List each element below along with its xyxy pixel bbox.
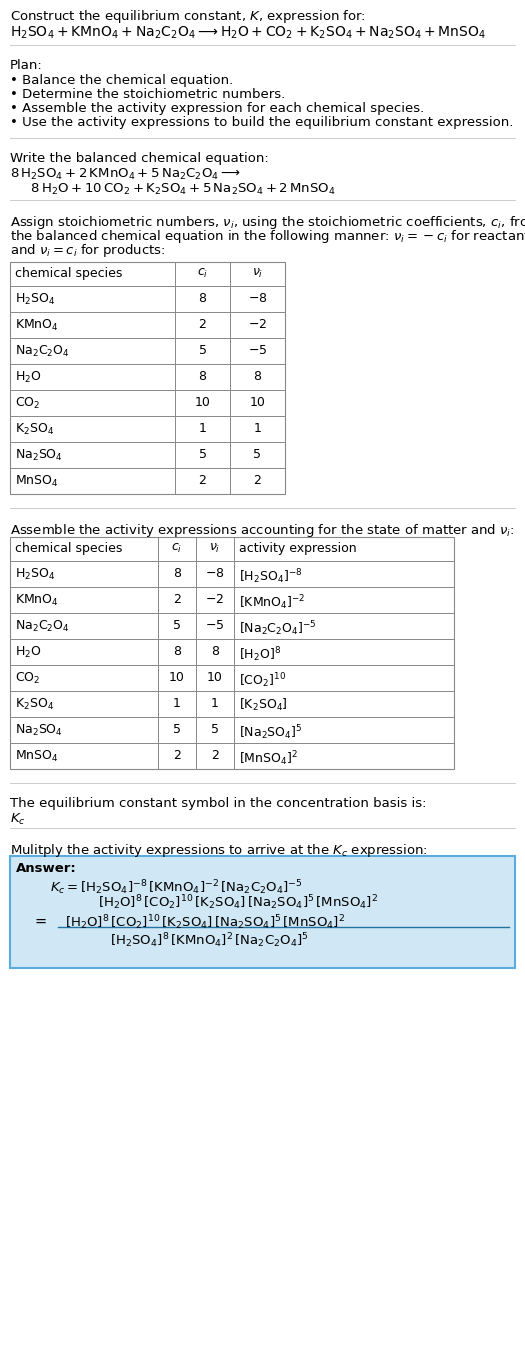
- Text: 2: 2: [198, 475, 206, 487]
- Text: $\mathrm{Na_2SO_4}$: $\mathrm{Na_2SO_4}$: [15, 723, 63, 738]
- Text: $\mathrm{Na_2C_2O_4}$: $\mathrm{Na_2C_2O_4}$: [15, 618, 70, 635]
- Text: $\mathrm{Na_2SO_4}$: $\mathrm{Na_2SO_4}$: [15, 447, 63, 464]
- Text: $\mathrm{CO_2}$: $\mathrm{CO_2}$: [15, 671, 40, 686]
- Text: 8: 8: [198, 370, 206, 382]
- Text: Assemble the activity expressions accounting for the state of matter and $\nu_i$: Assemble the activity expressions accoun…: [10, 522, 514, 538]
- Text: activity expression: activity expression: [239, 542, 356, 555]
- Text: $\mathrm{H_2O}$: $\mathrm{H_2O}$: [15, 370, 41, 385]
- Text: $[\mathrm{H_2SO_4}]^{-8}$: $[\mathrm{H_2SO_4}]^{-8}$: [239, 567, 302, 586]
- Text: $\mathrm{K_2SO_4}$: $\mathrm{K_2SO_4}$: [15, 422, 54, 437]
- Text: 10: 10: [249, 396, 266, 410]
- Text: $-5$: $-5$: [205, 618, 225, 632]
- Text: 10: 10: [195, 396, 211, 410]
- Text: 5: 5: [173, 618, 181, 632]
- Text: and $\nu_i = c_i$ for products:: and $\nu_i = c_i$ for products:: [10, 241, 165, 259]
- Text: $[\mathrm{KMnO_4}]^{-2}$: $[\mathrm{KMnO_4}]^{-2}$: [239, 593, 306, 612]
- Text: 10: 10: [169, 671, 185, 683]
- Text: chemical species: chemical species: [15, 542, 122, 555]
- Text: Answer:: Answer:: [16, 862, 77, 875]
- Text: Mulitply the activity expressions to arrive at the $K_c$ expression:: Mulitply the activity expressions to arr…: [10, 842, 428, 858]
- Text: $[\mathrm{MnSO_4}]^{2}$: $[\mathrm{MnSO_4}]^{2}$: [239, 749, 298, 767]
- Text: 8: 8: [254, 370, 261, 382]
- Text: $-8$: $-8$: [205, 567, 225, 580]
- Text: $-2$: $-2$: [205, 593, 225, 606]
- Text: 8: 8: [173, 645, 181, 658]
- Text: • Assemble the activity expression for each chemical species.: • Assemble the activity expression for e…: [10, 102, 424, 115]
- Text: The equilibrium constant symbol in the concentration basis is:: The equilibrium constant symbol in the c…: [10, 797, 426, 810]
- Text: 8: 8: [211, 645, 219, 658]
- Text: Construct the equilibrium constant, $K$, expression for:: Construct the equilibrium constant, $K$,…: [10, 8, 366, 24]
- Text: $-8$: $-8$: [248, 292, 267, 305]
- Text: • Determine the stoichiometric numbers.: • Determine the stoichiometric numbers.: [10, 88, 285, 100]
- Text: 8: 8: [198, 292, 206, 305]
- Text: $-2$: $-2$: [248, 319, 267, 331]
- Text: • Balance the chemical equation.: • Balance the chemical equation.: [10, 75, 233, 87]
- Text: $\nu_i$: $\nu_i$: [209, 542, 220, 555]
- Text: 2: 2: [198, 319, 206, 331]
- Text: chemical species: chemical species: [15, 267, 122, 279]
- Text: $-5$: $-5$: [248, 344, 267, 357]
- Text: $c_i$: $c_i$: [171, 542, 183, 555]
- Text: $[\mathrm{K_2SO_4}]$: $[\mathrm{K_2SO_4}]$: [239, 697, 288, 713]
- Bar: [10, 537, 454, 769]
- Text: Assign stoichiometric numbers, $\nu_i$, using the stoichiometric coefficients, $: Assign stoichiometric numbers, $\nu_i$, …: [10, 214, 525, 231]
- Text: 2: 2: [211, 749, 219, 762]
- Text: 8: 8: [173, 567, 181, 580]
- Text: 5: 5: [198, 344, 206, 357]
- Text: $\mathrm{MnSO_4}$: $\mathrm{MnSO_4}$: [15, 749, 59, 763]
- Text: • Use the activity expressions to build the equilibrium constant expression.: • Use the activity expressions to build …: [10, 117, 513, 129]
- Text: $\mathrm{H_2SO_4}$: $\mathrm{H_2SO_4}$: [15, 292, 55, 306]
- Text: 5: 5: [254, 447, 261, 461]
- Text: Plan:: Plan:: [10, 60, 43, 72]
- Text: $[\mathrm{H_2SO_4}]^{8}\,[\mathrm{KMnO_4}]^{2}\,[\mathrm{Na_2C_2O_4}]^{5}$: $[\mathrm{H_2SO_4}]^{8}\,[\mathrm{KMnO_4…: [110, 932, 309, 949]
- Text: 5: 5: [198, 447, 206, 461]
- Text: 5: 5: [211, 723, 219, 736]
- Text: $c_i$: $c_i$: [197, 267, 208, 281]
- Text: 2: 2: [173, 593, 181, 606]
- Text: $\mathrm{H_2SO_4}$: $\mathrm{H_2SO_4}$: [15, 567, 55, 582]
- Text: $8\,\mathrm{H_2SO_4} + 2\,\mathrm{KMnO_4} + 5\,\mathrm{Na_2C_2O_4} \longrightarr: $8\,\mathrm{H_2SO_4} + 2\,\mathrm{KMnO_4…: [10, 167, 241, 182]
- Text: $\quad 8\,\mathrm{H_2O} + 10\,\mathrm{CO_2} + \mathrm{K_2SO_4} + 5\,\mathrm{Na_2: $\quad 8\,\mathrm{H_2O} + 10\,\mathrm{CO…: [18, 182, 335, 197]
- Text: $[\mathrm{Na_2SO_4}]^{5}$: $[\mathrm{Na_2SO_4}]^{5}$: [239, 723, 302, 742]
- Text: $[\mathrm{Na_2C_2O_4}]^{-5}$: $[\mathrm{Na_2C_2O_4}]^{-5}$: [239, 618, 317, 637]
- Text: 1: 1: [198, 422, 206, 435]
- Text: $\mathrm{K_2SO_4}$: $\mathrm{K_2SO_4}$: [15, 697, 54, 712]
- Text: $\mathrm{H_2O}$: $\mathrm{H_2O}$: [15, 645, 41, 660]
- Text: Write the balanced chemical equation:: Write the balanced chemical equation:: [10, 152, 269, 165]
- Text: $K_c$: $K_c$: [10, 812, 26, 827]
- Text: $[\mathrm{H_2O}]^{8}\,[\mathrm{CO_2}]^{10}\,[\mathrm{K_2SO_4}]\,[\mathrm{Na_2SO_: $[\mathrm{H_2O}]^{8}\,[\mathrm{CO_2}]^{1…: [65, 913, 345, 932]
- Text: 5: 5: [173, 723, 181, 736]
- Text: $=$: $=$: [32, 913, 47, 928]
- Text: 1: 1: [173, 697, 181, 711]
- Bar: [10, 262, 285, 494]
- Text: $\mathrm{Na_2C_2O_4}$: $\mathrm{Na_2C_2O_4}$: [15, 344, 70, 359]
- Text: 10: 10: [207, 671, 223, 683]
- Text: $[\mathrm{CO_2}]^{10}$: $[\mathrm{CO_2}]^{10}$: [239, 671, 286, 690]
- Bar: [10, 856, 515, 968]
- Text: $[\mathrm{H_2O}]^{8}$: $[\mathrm{H_2O}]^{8}$: [239, 645, 281, 663]
- Text: $\mathrm{KMnO_4}$: $\mathrm{KMnO_4}$: [15, 593, 59, 607]
- Text: $K_c = [\mathrm{H_2SO_4}]^{-8}\,[\mathrm{KMnO_4}]^{-2}\,[\mathrm{Na_2C_2O_4}]^{-: $K_c = [\mathrm{H_2SO_4}]^{-8}\,[\mathrm…: [50, 877, 302, 896]
- Text: 2: 2: [254, 475, 261, 487]
- Text: $\mathrm{MnSO_4}$: $\mathrm{MnSO_4}$: [15, 475, 59, 490]
- Text: the balanced chemical equation in the following manner: $\nu_i = -c_i$ for react: the balanced chemical equation in the fo…: [10, 228, 525, 245]
- Text: 1: 1: [254, 422, 261, 435]
- Text: 2: 2: [173, 749, 181, 762]
- Text: $\mathrm{KMnO_4}$: $\mathrm{KMnO_4}$: [15, 319, 59, 334]
- Text: $\nu_i$: $\nu_i$: [252, 267, 263, 281]
- Text: $\mathrm{H_2SO_4 + KMnO_4 + Na_2C_2O_4 \longrightarrow H_2O + CO_2 + K_2SO_4 + N: $\mathrm{H_2SO_4 + KMnO_4 + Na_2C_2O_4 \…: [10, 24, 486, 42]
- Text: $[\mathrm{H_2O}]^{8}\,[\mathrm{CO_2}]^{10}\,[\mathrm{K_2SO_4}]\,[\mathrm{Na_2SO_: $[\mathrm{H_2O}]^{8}\,[\mathrm{CO_2}]^{1…: [98, 894, 378, 911]
- Text: $\mathrm{CO_2}$: $\mathrm{CO_2}$: [15, 396, 40, 411]
- Text: 1: 1: [211, 697, 219, 711]
